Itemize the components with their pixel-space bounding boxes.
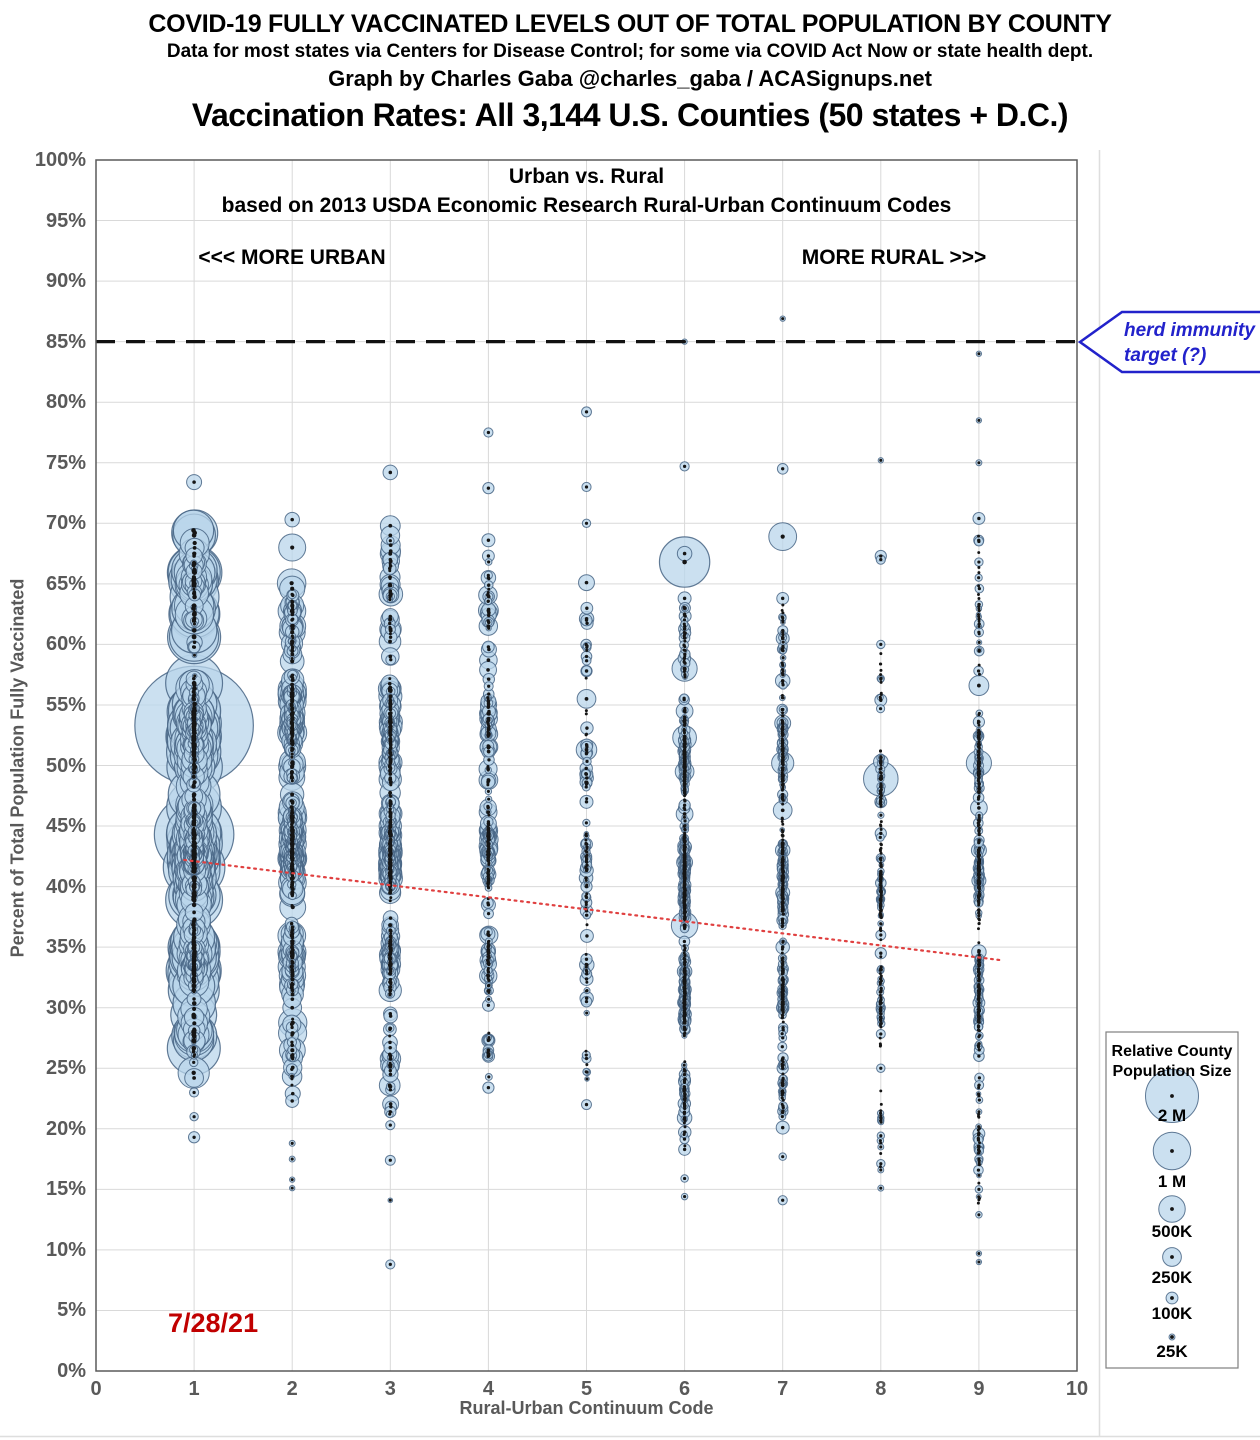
legend-title-line1: Relative County [1111, 1043, 1233, 1060]
legend-size-label: 25K [1156, 1342, 1188, 1361]
x-tick-label: 4 [482, 1378, 494, 1400]
x-tick-label: 0 [90, 1378, 102, 1400]
page-title: Vaccination Rates: All 3,144 U.S. Counti… [191, 97, 1069, 133]
y-tick-label: 95% [45, 209, 86, 232]
x-tick-label: 5 [580, 1378, 593, 1400]
y-tick-label: 30% [45, 996, 86, 1019]
more-rural-label: MORE RURAL >>> [801, 246, 987, 269]
more-urban-label: <<< MORE URBAN [198, 246, 386, 269]
y-tick-label: 90% [45, 270, 86, 293]
y-tick-label: 85% [45, 330, 86, 353]
y-tick-label: 50% [45, 754, 86, 777]
x-tick-label: 2 [286, 1378, 298, 1400]
legend-size-label: 2 M [1157, 1106, 1187, 1125]
herd-immunity-callout: herd immunity target (?) [1124, 318, 1260, 368]
y-tick-label: 100% [34, 149, 86, 171]
x-tick-label: 1 [188, 1378, 200, 1400]
x-tick-label: 10 [1065, 1378, 1089, 1400]
herd-immunity-callout-line1: herd immunity [1124, 320, 1255, 341]
legend-size-label: 1 M [1157, 1172, 1187, 1191]
y-tick-label: 10% [45, 1238, 86, 1261]
x-tick-label: 7 [777, 1378, 789, 1400]
y-tick-label: 5% [57, 1299, 86, 1322]
inner-chart-title: Urban vs. Rural [508, 165, 665, 188]
legend-size-label: 500K [1151, 1222, 1193, 1241]
inner-chart-subtitle: based on 2013 USDA Economic Research Rur… [221, 194, 952, 217]
y-tick-label: 65% [45, 572, 86, 595]
x-tick-label: 6 [679, 1378, 691, 1400]
date-label: 7/28/21 [168, 1308, 259, 1338]
x-tick-label: 9 [973, 1378, 985, 1400]
y-tick-label: 55% [45, 693, 86, 716]
y-tick-label: 25% [45, 1057, 86, 1080]
legend-title-line2: Population Size [1112, 1063, 1232, 1080]
legend-title: Relative County Population Size [1106, 1042, 1238, 1082]
y-tick-label: 60% [45, 633, 86, 656]
legend-size-label: 250K [1151, 1268, 1193, 1287]
y-tick-label: 0% [57, 1360, 86, 1382]
y-tick-label: 70% [45, 512, 86, 535]
y-tick-label: 45% [45, 815, 86, 838]
y-tick-label: 40% [45, 875, 86, 898]
title-line-3: Graph by Charles Gaba @charles_gaba / AC… [328, 66, 932, 91]
x-tick-label: 3 [384, 1378, 396, 1400]
title-line-1: COVID-19 FULLY VACCINATED LEVELS OUT OF … [148, 10, 1112, 38]
x-axis-title: Rural-Urban Continuum Code [459, 1398, 714, 1418]
y-tick-label: 75% [45, 451, 86, 474]
y-tick-label: 35% [45, 936, 86, 959]
x-tick-label: 8 [875, 1378, 887, 1400]
y-tick-label: 20% [45, 1117, 86, 1140]
y-tick-label: 15% [45, 1178, 86, 1201]
herd-immunity-callout-line2: target (?) [1124, 345, 1207, 366]
y-tick-label: 80% [45, 391, 86, 414]
legend-size-label: 100K [1151, 1304, 1193, 1323]
title-line-2: Data for most states via Centers for Dis… [166, 41, 1094, 62]
